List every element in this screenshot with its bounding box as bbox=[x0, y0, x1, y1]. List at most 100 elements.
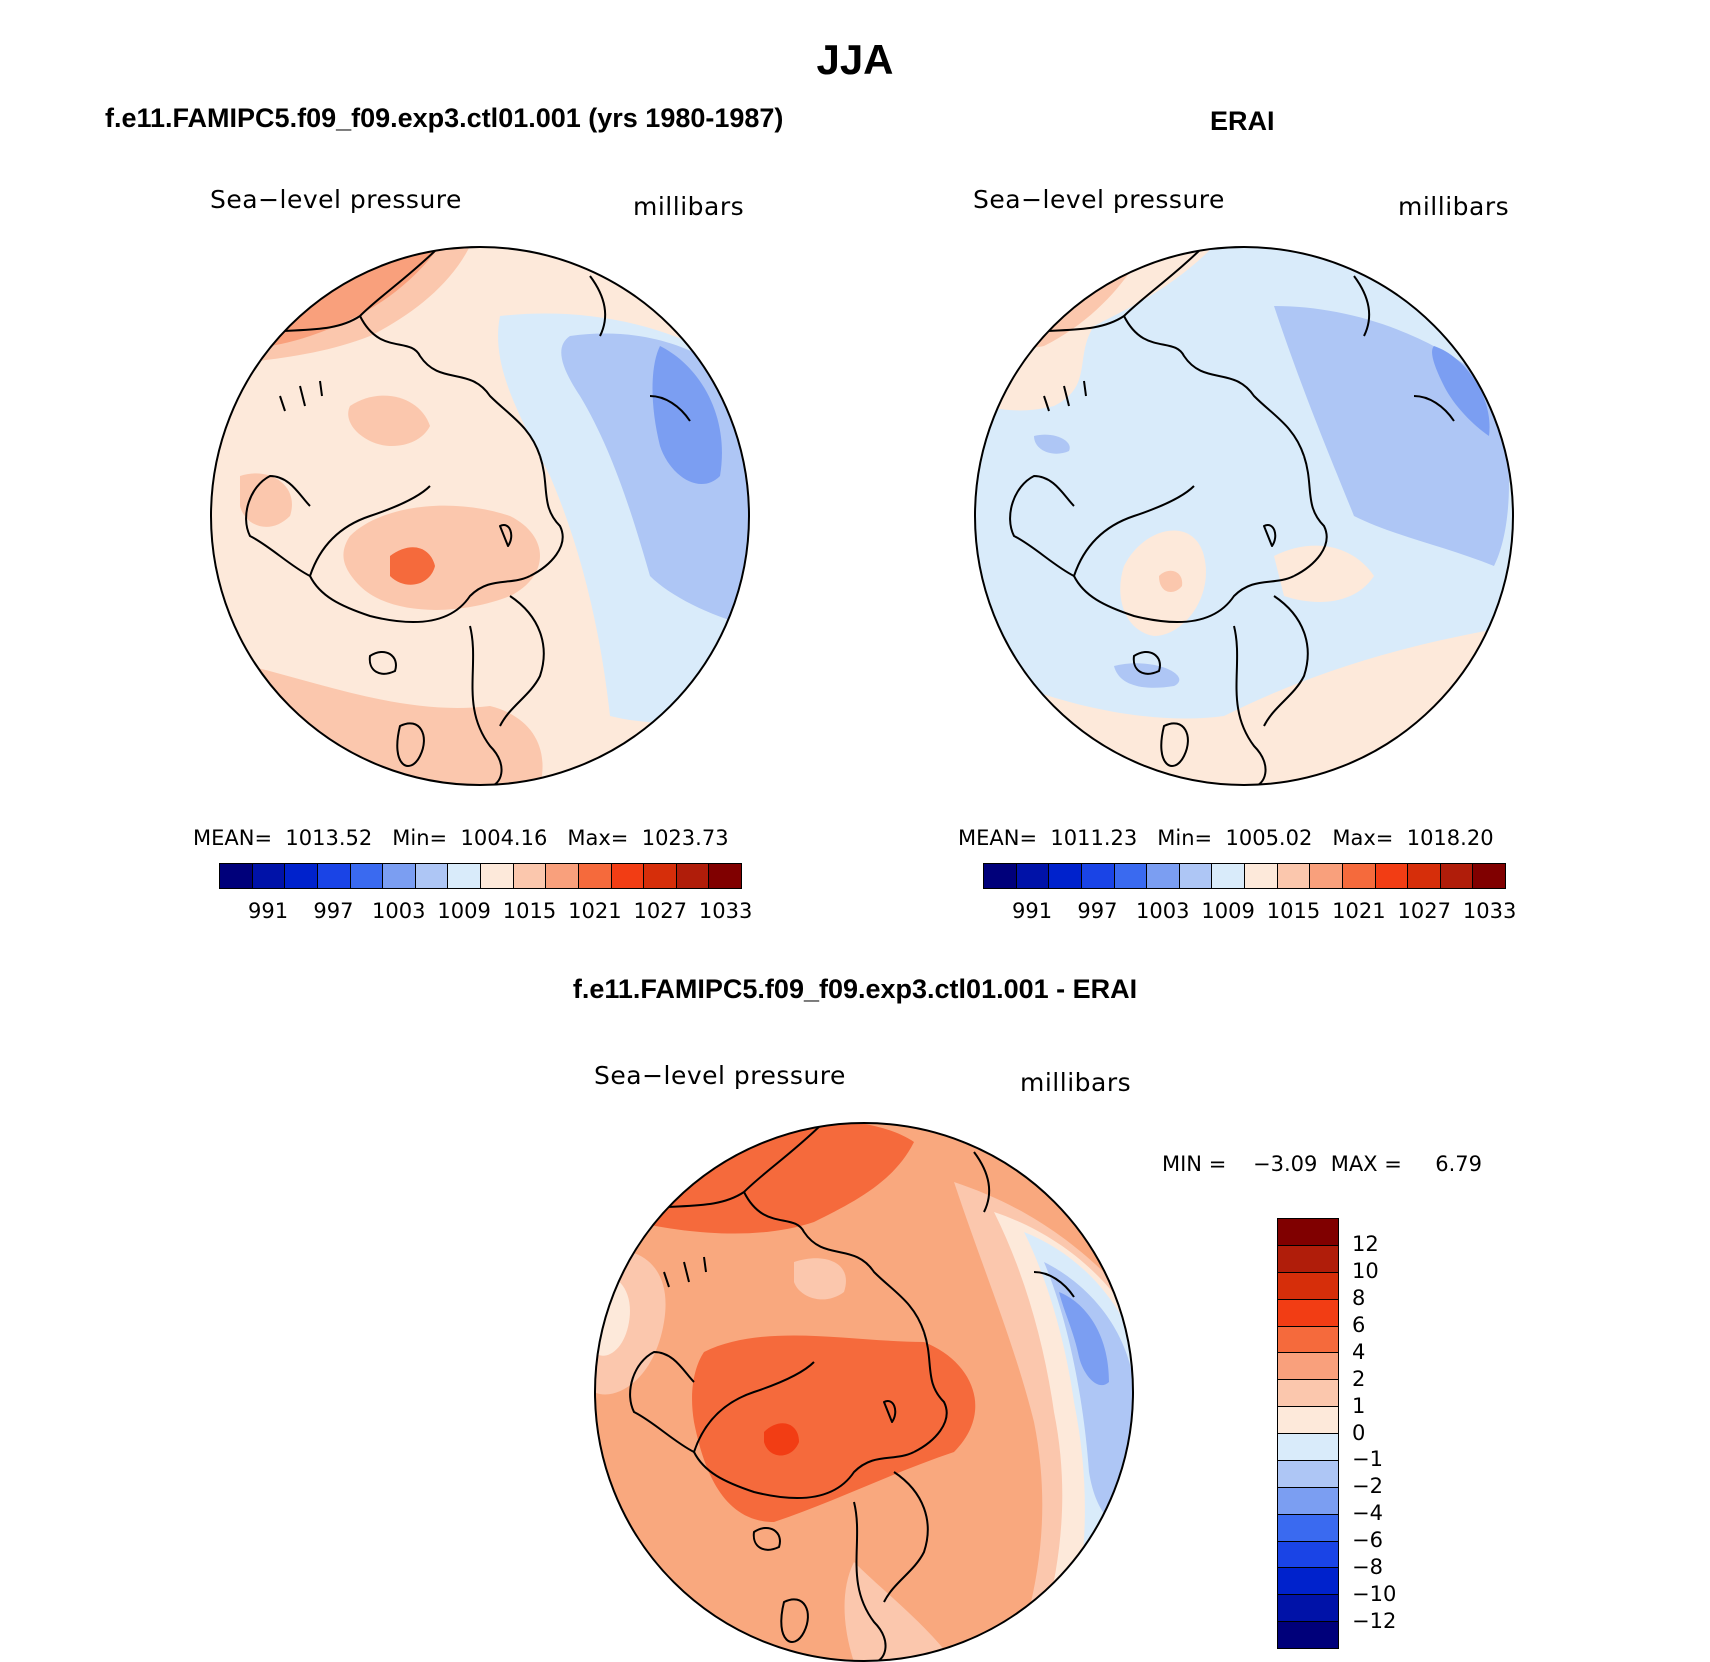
panel-2-polar-map bbox=[974, 246, 1514, 786]
panel-3-colorbar-swatch bbox=[1278, 1514, 1338, 1542]
panel-1-colorbar-swatch bbox=[415, 864, 449, 888]
panel-2-colorbar-swatch bbox=[1440, 864, 1474, 888]
panel-3-colorbar-tick-label: 4 bbox=[1352, 1339, 1366, 1364]
panel-1-high-siberia bbox=[348, 395, 430, 446]
panel-1-colorbar-swatch bbox=[513, 864, 547, 888]
panel-3-colorbar-tick-label: −12 bbox=[1352, 1609, 1397, 1634]
panel-1-colorbar-swatch bbox=[611, 864, 645, 888]
panel-1-low-east-deep bbox=[652, 346, 722, 485]
panel-3-colorbar-tick-label: 10 bbox=[1352, 1258, 1379, 1283]
panel-2-variable-label: Sea−level pressure bbox=[973, 185, 1225, 214]
panel-1-colorbar-swatch bbox=[317, 864, 351, 888]
panel-3-stats: MIN = −3.09 MAX = 6.79 bbox=[1162, 1152, 1482, 1176]
panel-2-colorbar-tick-label: 1033 bbox=[1462, 899, 1517, 923]
panel-3-colorbar-swatch bbox=[1278, 1568, 1338, 1596]
panel-1-colorbar-tick-label: 991 bbox=[247, 899, 289, 923]
panel-2-high-greenland-core bbox=[1159, 570, 1183, 592]
panel-3-high-north-ring bbox=[794, 1258, 846, 1300]
panel-3-colorbar-swatch bbox=[1278, 1272, 1338, 1300]
panel-1-units-label: millibars bbox=[633, 192, 745, 221]
panel-3-south-light bbox=[844, 1562, 954, 1661]
panel-3-colorbar-swatch bbox=[1278, 1407, 1338, 1434]
panel-1-title: f.e11.FAMIPC5.f09_f09.exp3.ctl01.001 (yr… bbox=[105, 103, 784, 133]
panel-2-colorbar-swatch bbox=[1375, 864, 1409, 888]
panel-2-colorbar-swatch bbox=[984, 864, 1017, 888]
panel-3-colorbar-swatch bbox=[1278, 1245, 1338, 1273]
panel-1-high-greenland-core bbox=[390, 547, 435, 585]
panel-1-colorbar-swatch bbox=[644, 864, 677, 888]
panel-3-colorbar-tick-label: −2 bbox=[1352, 1474, 1383, 1499]
panel-3-colorbar bbox=[1277, 1218, 1339, 1649]
panel-1-colorbar-swatch bbox=[252, 864, 286, 888]
panel-3-colorbar-swatch bbox=[1278, 1595, 1338, 1623]
panel-1-colorbar-tick-label: 1033 bbox=[698, 899, 753, 923]
panel-3-colorbar-swatch bbox=[1278, 1541, 1338, 1569]
panel-2-low-east-deep bbox=[1432, 346, 1490, 436]
panel-1-colorbar-swatch bbox=[383, 864, 416, 888]
panel-3-variable-label: Sea−level pressure bbox=[594, 1061, 846, 1090]
panel-2-high-east bbox=[1274, 545, 1374, 602]
panel-3-colorbar-tick-label: 8 bbox=[1352, 1285, 1366, 1310]
panel-3-colorbar-swatch bbox=[1278, 1622, 1338, 1648]
panel-3-colorbar-swatch bbox=[1278, 1219, 1338, 1246]
panel-1-colorbar-swatch bbox=[676, 864, 710, 888]
panel-2-colorbar-tick-label: 1003 bbox=[1136, 899, 1190, 923]
panel-1-colorbar-tick-label: 1003 bbox=[372, 899, 426, 923]
panel-3-colorbar-swatch bbox=[1278, 1326, 1338, 1354]
panel-2-colorbar-tick-label: 991 bbox=[1011, 899, 1053, 923]
panel-1-colorbar-tick-label: 1009 bbox=[437, 899, 491, 923]
panel-2-colorbar-swatch bbox=[1049, 864, 1082, 888]
panel-1-colorbar-swatch bbox=[448, 864, 481, 888]
panel-2-colorbar-tick-label: 1021 bbox=[1332, 899, 1386, 923]
panel-2-colorbar-swatch bbox=[1473, 864, 1505, 888]
panel-1-variable-label: Sea−level pressure bbox=[210, 185, 462, 214]
panel-1-high-greenland bbox=[343, 505, 540, 610]
panel-1-high-west bbox=[240, 473, 292, 527]
panel-3-colorbar-tick-label: 6 bbox=[1352, 1312, 1366, 1337]
panel-2-colorbar-tick-label: 1009 bbox=[1201, 899, 1255, 923]
panel-2-colorbar-swatch bbox=[1147, 864, 1180, 888]
panel-1-colorbar-swatch bbox=[709, 864, 741, 888]
panel-2-low-south-patch bbox=[1114, 663, 1180, 688]
panel-2-colorbar-swatch bbox=[1114, 864, 1148, 888]
figure-title: JJA bbox=[816, 36, 894, 83]
panel-3-high-center bbox=[692, 1335, 976, 1522]
panel-2-colorbar-ticks: 991 997 1003 1009 1015 1021 1027 1033 bbox=[983, 899, 1522, 923]
panel-2-colorbar-swatch bbox=[1245, 864, 1278, 888]
panel-1-coastlines bbox=[239, 247, 691, 785]
panel-2-stats: MEAN= 1011.23 Min= 1005.02 Max= 1018.20 bbox=[958, 826, 1494, 850]
panel-3-colorbar-tick-label: 0 bbox=[1352, 1420, 1366, 1445]
panel-2-colorbar-swatch bbox=[1342, 864, 1376, 888]
panel-3-colorbar-tick-label: −1 bbox=[1352, 1447, 1383, 1472]
panel-3-east-deep bbox=[1059, 1292, 1109, 1386]
panel-2-colorbar-swatch bbox=[1408, 864, 1441, 888]
panel-1-colorbar-swatch bbox=[481, 864, 514, 888]
panel-2-colorbar-tick-label: 997 bbox=[1077, 899, 1118, 923]
panel-2-units-label: millibars bbox=[1398, 192, 1510, 221]
panel-1-colorbar-swatch bbox=[578, 864, 612, 888]
panel-1-colorbar-tick-label: 1021 bbox=[568, 899, 622, 923]
panel-1-colorbar-swatch bbox=[350, 864, 384, 888]
panel-3-colorbar-tick-label: −4 bbox=[1352, 1501, 1383, 1526]
panel-3-colorbar-tick-label: 2 bbox=[1352, 1366, 1366, 1391]
panel-2-colorbar bbox=[983, 863, 1506, 889]
panel-2-colorbar-swatch bbox=[1016, 864, 1050, 888]
panel-1-colorbar-swatch bbox=[285, 864, 318, 888]
panel-3-colorbar-tick-label: −6 bbox=[1352, 1528, 1383, 1553]
panel-2-colorbar-swatch bbox=[1212, 864, 1245, 888]
panel-3-colorbar-tick-label: 12 bbox=[1352, 1231, 1379, 1256]
panel-3-colorbar-tick-label: −10 bbox=[1352, 1582, 1397, 1607]
panel-1-stats: MEAN= 1013.52 Min= 1004.16 Max= 1023.73 bbox=[193, 826, 729, 850]
panel-1-colorbar-tick-label: 1027 bbox=[633, 899, 687, 923]
panel-3-title: f.e11.FAMIPC5.f09_f09.exp3.ctl01.001 - E… bbox=[572, 974, 1138, 1004]
panel-3-coastlines bbox=[623, 1123, 1075, 1661]
panel-2-colorbar-swatch bbox=[1179, 864, 1213, 888]
panel-2-title: ERAI bbox=[1210, 106, 1275, 136]
panel-1-colorbar-swatch bbox=[220, 864, 253, 888]
panel-3-east-lower bbox=[1044, 1262, 1133, 1542]
panel-1-colorbar-tick-label: 1015 bbox=[502, 899, 557, 923]
panel-2-colorbar-swatch bbox=[1310, 864, 1343, 888]
panel-3-colorbar-tick-label: −8 bbox=[1352, 1555, 1383, 1580]
panel-2-low-west-patch bbox=[1034, 434, 1070, 454]
panel-1-colorbar bbox=[219, 863, 742, 889]
